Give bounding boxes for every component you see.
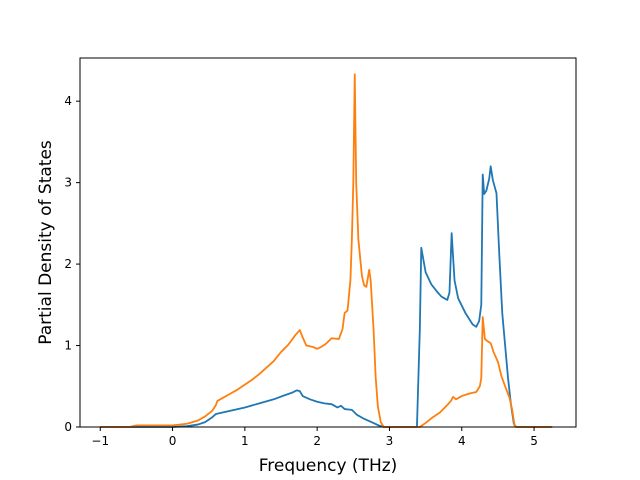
y-tick-label: 0 [64,420,72,434]
y-axis-label: Partial Density of States [36,140,56,345]
x-tick-label: 2 [313,434,321,448]
x-tick-label: 4 [458,434,466,448]
series-line-2 [100,73,553,428]
x-tick-label: 1 [241,434,249,448]
x-tick-label: −1 [91,434,109,448]
plot-frame [79,57,577,428]
series-layer [100,73,553,428]
x-axis-ticks: −1 0 1 2 3 4 5 [91,427,538,448]
x-axis-label: Frequency (THz) [259,456,398,476]
series-line-1 [100,165,553,428]
y-axis-ticks: 0 1 2 3 4 [64,94,80,434]
x-tick-label: 3 [386,434,394,448]
y-tick-label: 1 [64,339,72,353]
y-tick-label: 4 [64,94,72,108]
y-tick-label: 3 [64,176,72,190]
x-tick-label: 5 [530,434,538,448]
y-tick-label: 2 [64,257,72,271]
x-tick-label: 0 [169,434,177,448]
